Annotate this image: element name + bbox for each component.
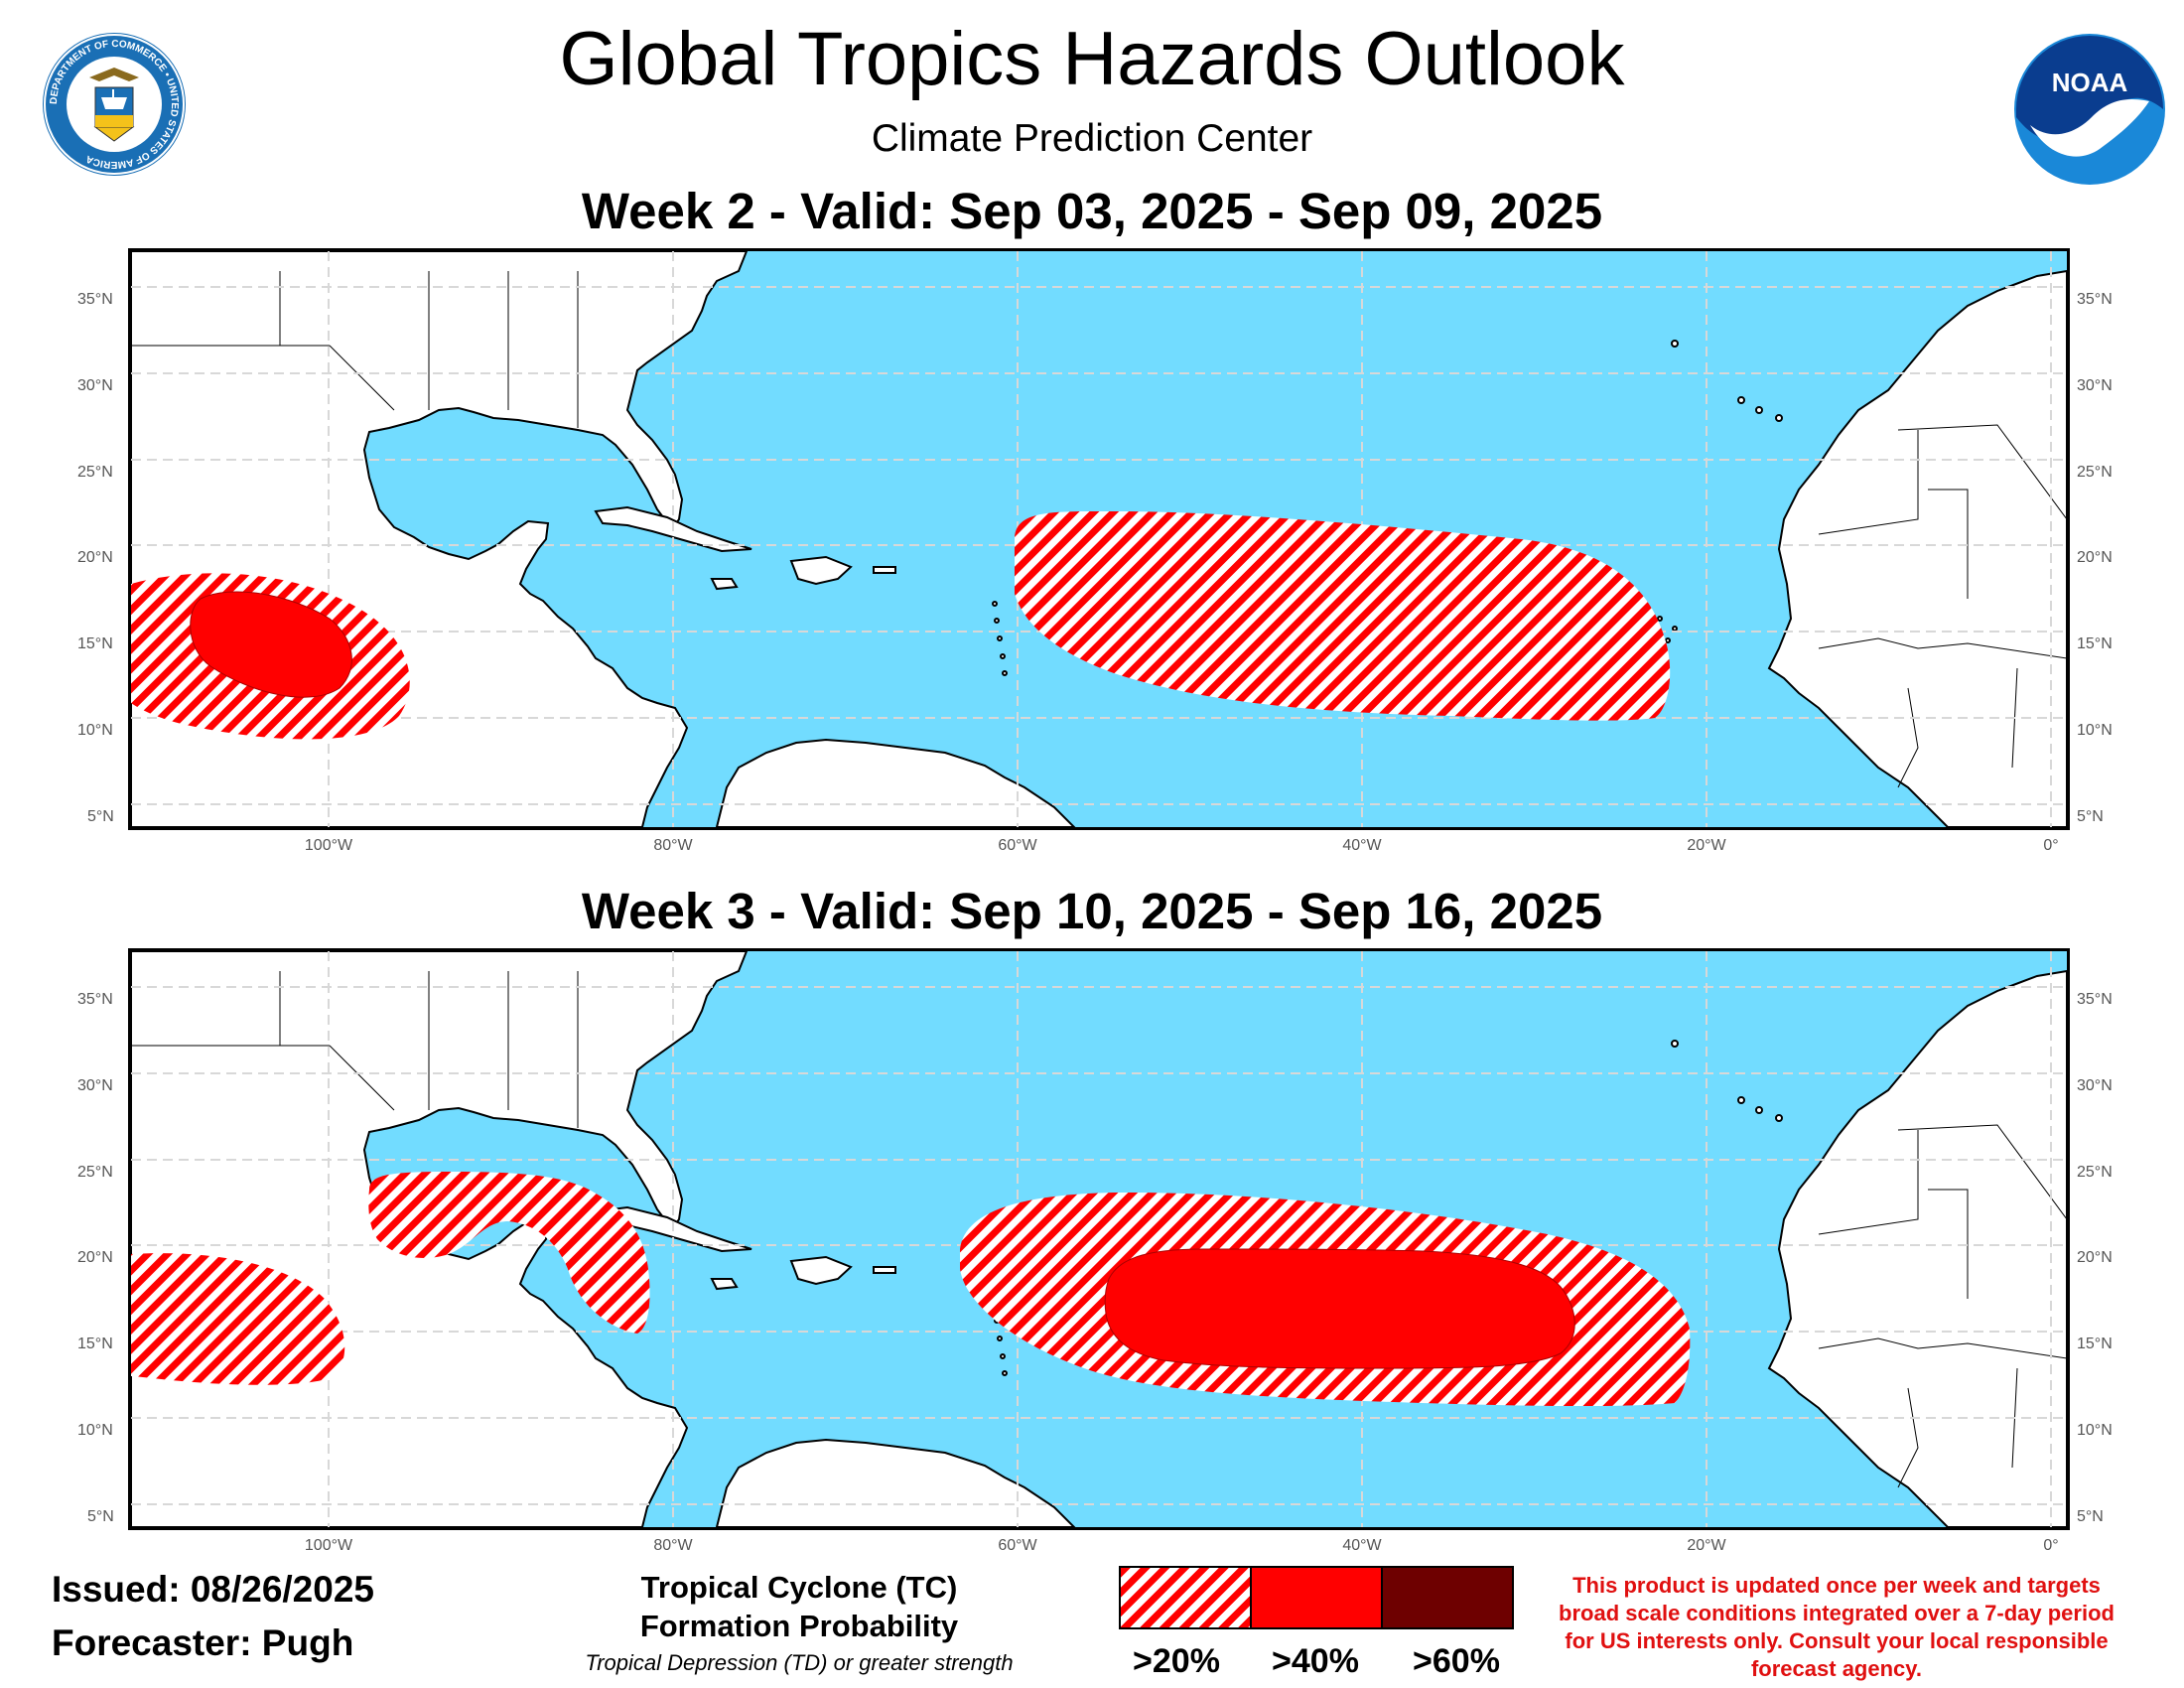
noaa-logo-text: NOAA [2052, 68, 2128, 97]
week3-hazard-gulf-20 [368, 1172, 650, 1334]
lat-label-right: 15°N [2077, 635, 2113, 652]
legend-label-20: >20% [1133, 1642, 1220, 1680]
forecaster-name: Forecaster: Pugh [52, 1622, 354, 1663]
week2-title: Week 2 - Valid: Sep 03, 2025 - Sep 09, 2… [581, 183, 1603, 239]
land-north-america [131, 251, 749, 827]
week3-hazard-atlantic-40 [1104, 1248, 1575, 1369]
lat-label-left: 25°N [77, 1164, 113, 1181]
lat-label-right: 30°N [2077, 377, 2113, 394]
land-puerto-rico [873, 1266, 896, 1274]
lat-label-right: 20°N [2077, 549, 2113, 566]
noaa-logo: NOAA [2010, 30, 2169, 189]
week2-hazard-epac-40 [190, 591, 352, 698]
lon-label: 100°W [304, 1537, 353, 1554]
lon-label: 0° [2043, 1537, 2059, 1554]
lon-label: 20°W [1687, 1537, 1726, 1554]
lon-label: 80°W [653, 1537, 693, 1554]
week2-map [128, 248, 2070, 830]
lat-label-right: 35°N [2077, 991, 2113, 1008]
lat-label-right: 25°N [2077, 1164, 2113, 1181]
lat-label-left: 35°N [77, 991, 113, 1008]
land-jamaica [710, 578, 739, 591]
lat-label-left: 35°N [77, 291, 113, 308]
lat-label-left: 15°N [77, 1336, 113, 1352]
land-puerto-rico [873, 566, 896, 574]
land-jamaica [710, 1278, 739, 1291]
legend-label-40: >40% [1272, 1642, 1359, 1680]
lat-label-left: 5°N [87, 808, 114, 825]
lat-label-right: 10°N [2077, 722, 2113, 739]
lon-label: 80°W [653, 837, 693, 854]
lat-label-left: 30°N [77, 377, 113, 394]
page-title: Global Tropics Hazards Outlook [559, 17, 1625, 101]
lat-label-left: 10°N [77, 722, 113, 739]
legend-swatch-40 [1250, 1566, 1383, 1629]
legend-subheading: Tropical Depression (TD) or greater stre… [585, 1650, 1014, 1675]
land-hispaniola [789, 555, 853, 586]
lon-label: 0° [2043, 837, 2059, 854]
lat-label-right: 5°N [2077, 1508, 2104, 1525]
week3-hazard-epac-20 [131, 1253, 345, 1385]
lon-label: 40°W [1342, 837, 1382, 854]
week3-map [128, 948, 2070, 1530]
legend-swatch-60 [1381, 1566, 1514, 1629]
week2-hazard-atlantic-20 [1015, 510, 1671, 721]
issued-date: Issued: 08/26/2025 [52, 1569, 374, 1610]
lat-label-left: 20°N [77, 1249, 113, 1266]
lat-label-right: 10°N [2077, 1422, 2113, 1439]
lon-label: 60°W [998, 1537, 1037, 1554]
lon-label: 40°W [1342, 1537, 1382, 1554]
lat-label-right: 25°N [2077, 464, 2113, 481]
page-subtitle: Climate Prediction Center [871, 117, 1313, 160]
lat-label-right: 30°N [2077, 1077, 2113, 1094]
lat-label-right: 20°N [2077, 1249, 2113, 1266]
lat-label-left: 20°N [77, 549, 113, 566]
week3-title: Week 3 - Valid: Sep 10, 2025 - Sep 16, 2… [581, 883, 1603, 939]
lat-label-left: 15°N [77, 635, 113, 652]
lat-label-right: 35°N [2077, 291, 2113, 308]
legend-label-60: >60% [1413, 1642, 1500, 1680]
legend-swatch-20 [1119, 1566, 1252, 1629]
lon-label: 20°W [1687, 837, 1726, 854]
land-hispaniola [789, 1255, 853, 1286]
lat-label-left: 5°N [87, 1508, 114, 1525]
lat-label-right: 5°N [2077, 808, 2104, 825]
disclaimer-text: This product is updated once per week an… [1559, 1573, 2115, 1682]
lon-label: 100°W [304, 837, 353, 854]
lon-label: 60°W [998, 837, 1037, 854]
lat-label-left: 30°N [77, 1077, 113, 1094]
land-south-america [715, 1438, 1076, 1527]
commerce-seal-logo: DEPARTMENT OF COMMERCE • UNITED STATES O… [40, 30, 189, 179]
land-south-america [715, 738, 1076, 827]
land-africa [1767, 269, 2067, 827]
lat-label-left: 10°N [77, 1422, 113, 1439]
land-africa [1767, 969, 2067, 1527]
legend-heading-line1: Tropical Cyclone (TC) [640, 1570, 958, 1605]
lat-label-right: 15°N [2077, 1336, 2113, 1352]
lat-label-left: 25°N [77, 464, 113, 481]
legend-heading-line2: Formation Probability [639, 1609, 959, 1643]
